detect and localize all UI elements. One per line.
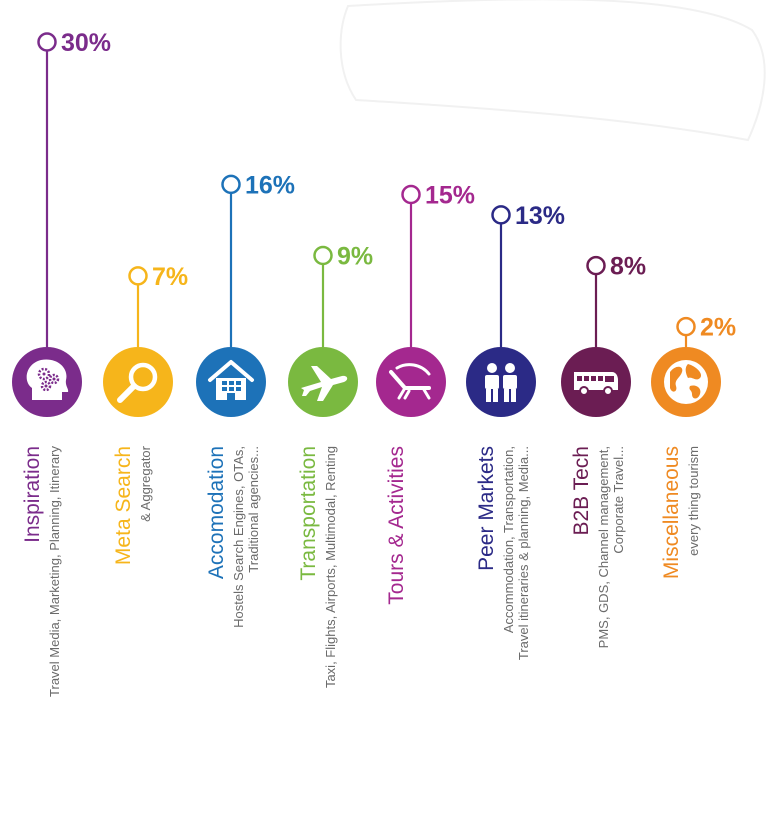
value-label-8: 2% <box>700 314 736 342</box>
value-label-4: 9% <box>337 243 373 271</box>
stems <box>45 42 688 347</box>
value-label-1: 30% <box>61 29 111 57</box>
category-description-6-1: Accommodation, Transportation, <box>501 446 516 633</box>
people-icon <box>466 347 536 417</box>
bus-icon <box>561 347 631 417</box>
stem-head-5 <box>401 184 421 205</box>
magnifier-icon <box>103 347 173 417</box>
category-description-3-2: Traditional agencies... <box>246 446 261 573</box>
value-labels: 30% 7% 16% 9% 15% 13% 8% 2% <box>61 29 736 342</box>
category-descriptions: Travel Media, Marketing, Planning, Itine… <box>47 445 701 697</box>
value-label-2: 7% <box>152 263 188 291</box>
stem-head-3 <box>221 174 241 195</box>
stem-head-4 <box>313 245 333 266</box>
stem-head-1 <box>37 32 57 52</box>
category-label-8: Miscellaneous <box>660 446 683 579</box>
house-icon <box>196 347 266 417</box>
category-label-2: Meta Search <box>112 446 135 565</box>
category-label-4: Transportation <box>297 446 320 581</box>
category-description-6-2: Travel itineraries & planning, Media... <box>516 446 531 660</box>
stem-heads <box>37 32 696 337</box>
airplane-icon <box>288 347 358 417</box>
globe-icon <box>651 347 721 417</box>
category-label-1: Inspiration <box>21 446 44 543</box>
stem-head-7 <box>586 255 606 276</box>
category-description-2-1: & Aggregator <box>138 445 153 522</box>
value-label-6: 13% <box>515 202 565 230</box>
category-description-1-1: Travel Media, Marketing, Planning, Itine… <box>47 446 62 697</box>
stem-head-6 <box>491 205 511 225</box>
category-description-8-1: every thing tourism <box>686 446 701 556</box>
value-label-5: 15% <box>425 182 475 210</box>
category-description-4-1: Taxi, Flights, Airports, Multimodal, Ren… <box>323 446 338 688</box>
brain-gears-icon <box>12 347 82 417</box>
beach-chair-icon <box>376 347 446 417</box>
category-description-3-1: Hostels Search Engines, OTAs, <box>231 446 246 628</box>
category-label-3: Accomodation <box>205 446 228 579</box>
stem-head-2 <box>128 266 148 286</box>
category-label-6: Peer Markets <box>475 446 498 571</box>
category-icons <box>12 347 721 417</box>
category-labels: Inspiration Meta Search Accomodation Transp… <box>21 446 683 605</box>
category-label-7: B2B Tech <box>570 446 593 536</box>
category-description-7-2: Corporate Travel... <box>611 446 626 554</box>
value-label-7: 8% <box>610 253 646 281</box>
category-description-7-1: PMS, GDS, Channel management, <box>596 446 611 648</box>
stem-head-8 <box>676 316 696 337</box>
value-label-3: 16% <box>245 171 295 199</box>
category-label-5: Tours & Activities <box>385 446 408 605</box>
